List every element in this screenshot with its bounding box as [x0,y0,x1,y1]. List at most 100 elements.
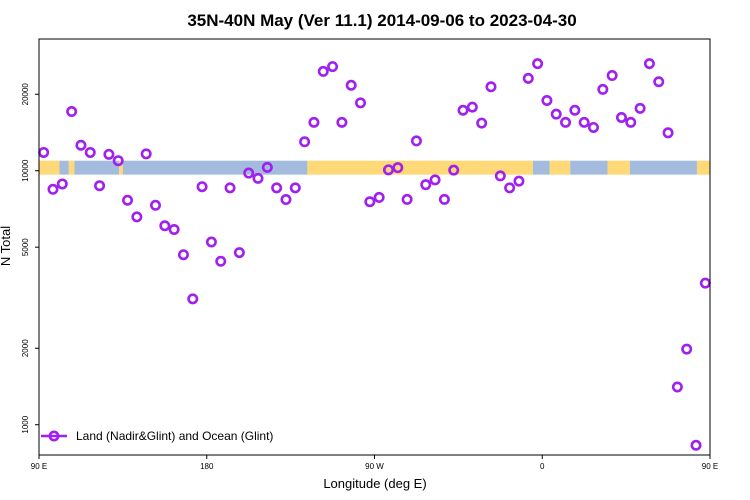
data-point [289,182,301,194]
data-point [84,146,96,158]
band-segment-land [307,160,533,175]
x-tick-label: 180 [200,462,214,471]
data-point [112,155,124,167]
x-tick-label: 0 [540,462,545,471]
data-point [494,170,506,182]
data-point [560,116,572,128]
data-point [522,72,534,84]
land-ocean-band [39,160,710,175]
band-segment-land [39,160,60,175]
data-point [466,101,478,113]
data-point [410,135,422,147]
data-point [103,148,115,160]
data-point [438,193,450,205]
data-point [75,139,87,151]
band-segment-land [119,160,123,175]
data-point [662,127,674,139]
data-point [653,76,665,88]
data-point [541,94,553,106]
data-point [336,116,348,128]
data-point [364,196,376,208]
data-points [38,58,711,451]
data-point [690,439,702,451]
data-point [504,182,516,194]
data-point [401,193,413,205]
y-tick-label: 2000 [21,339,30,357]
data-point [177,249,189,261]
data-point [215,255,227,267]
data-point [578,116,590,128]
data-point [476,117,488,129]
data-point [149,199,161,211]
data-point [448,164,460,176]
data-point [224,182,236,194]
data-point [38,146,50,158]
data-point [550,108,562,120]
band-segment-ocean [59,160,69,175]
data-point [615,111,627,123]
plot-frame [38,38,711,456]
data-point [569,104,581,116]
data-point [168,223,180,235]
band-segment-ocean [629,160,697,175]
y-axis: 1000 2000 5000 10000 20000 [21,83,39,434]
band-segment-ocean [532,160,550,175]
data-point [382,164,394,176]
data-point [373,191,385,203]
data-point [392,162,404,174]
y-tick-label: 5000 [21,238,30,256]
x-tick-label: 90 E [702,462,718,471]
data-point [643,58,655,70]
data-point [299,136,311,148]
band-segment-ocean [122,160,308,175]
data-point [457,104,469,116]
data-point [606,70,618,82]
data-point [56,178,68,190]
y-tick-label: 1000 [21,415,30,433]
data-point [205,236,217,248]
y-tick-label: 20000 [21,83,30,106]
data-point [66,106,78,118]
data-point [47,183,59,195]
data-point [159,220,171,232]
data-point [699,277,711,289]
data-point [252,172,264,184]
x-axis: 90 E 180 90 W 0 90 E [31,455,718,471]
data-point [429,174,441,186]
x-axis-label: Longitude (deg E) [323,476,426,491]
data-point [327,61,339,73]
data-point [597,83,609,95]
data-point [131,211,143,223]
data-point [308,116,320,128]
data-point [94,180,106,192]
data-point [513,175,525,187]
band-segment-ocean [570,160,608,175]
data-point [196,181,208,193]
data-point [588,121,600,133]
data-point [485,81,497,93]
band-segment-ocean [74,160,120,175]
data-point [317,65,329,77]
data-point [187,293,199,305]
band-segment-land [696,160,710,175]
data-point [140,148,152,160]
data-point [261,161,273,173]
legend-label: Land (Nadir&Glint) and Ocean (Glint) [76,429,273,443]
y-axis-label: N Total [0,226,13,266]
data-point [671,381,683,393]
x-tick-label: 90 W [365,462,384,471]
data-point [355,97,367,109]
band-segment-land [68,160,75,175]
data-point [634,102,646,114]
data-point [122,194,134,206]
x-tick-label: 90 E [31,462,47,471]
data-point [681,343,693,355]
band-segment-land [607,160,630,175]
legend-marker-swatch [48,430,60,442]
data-point [420,179,432,191]
data-point [345,79,357,91]
data-point [280,194,292,206]
legend: Land (Nadir&Glint) and Ocean (Glint) [41,429,273,443]
y-tick-label: 10000 [21,159,30,182]
